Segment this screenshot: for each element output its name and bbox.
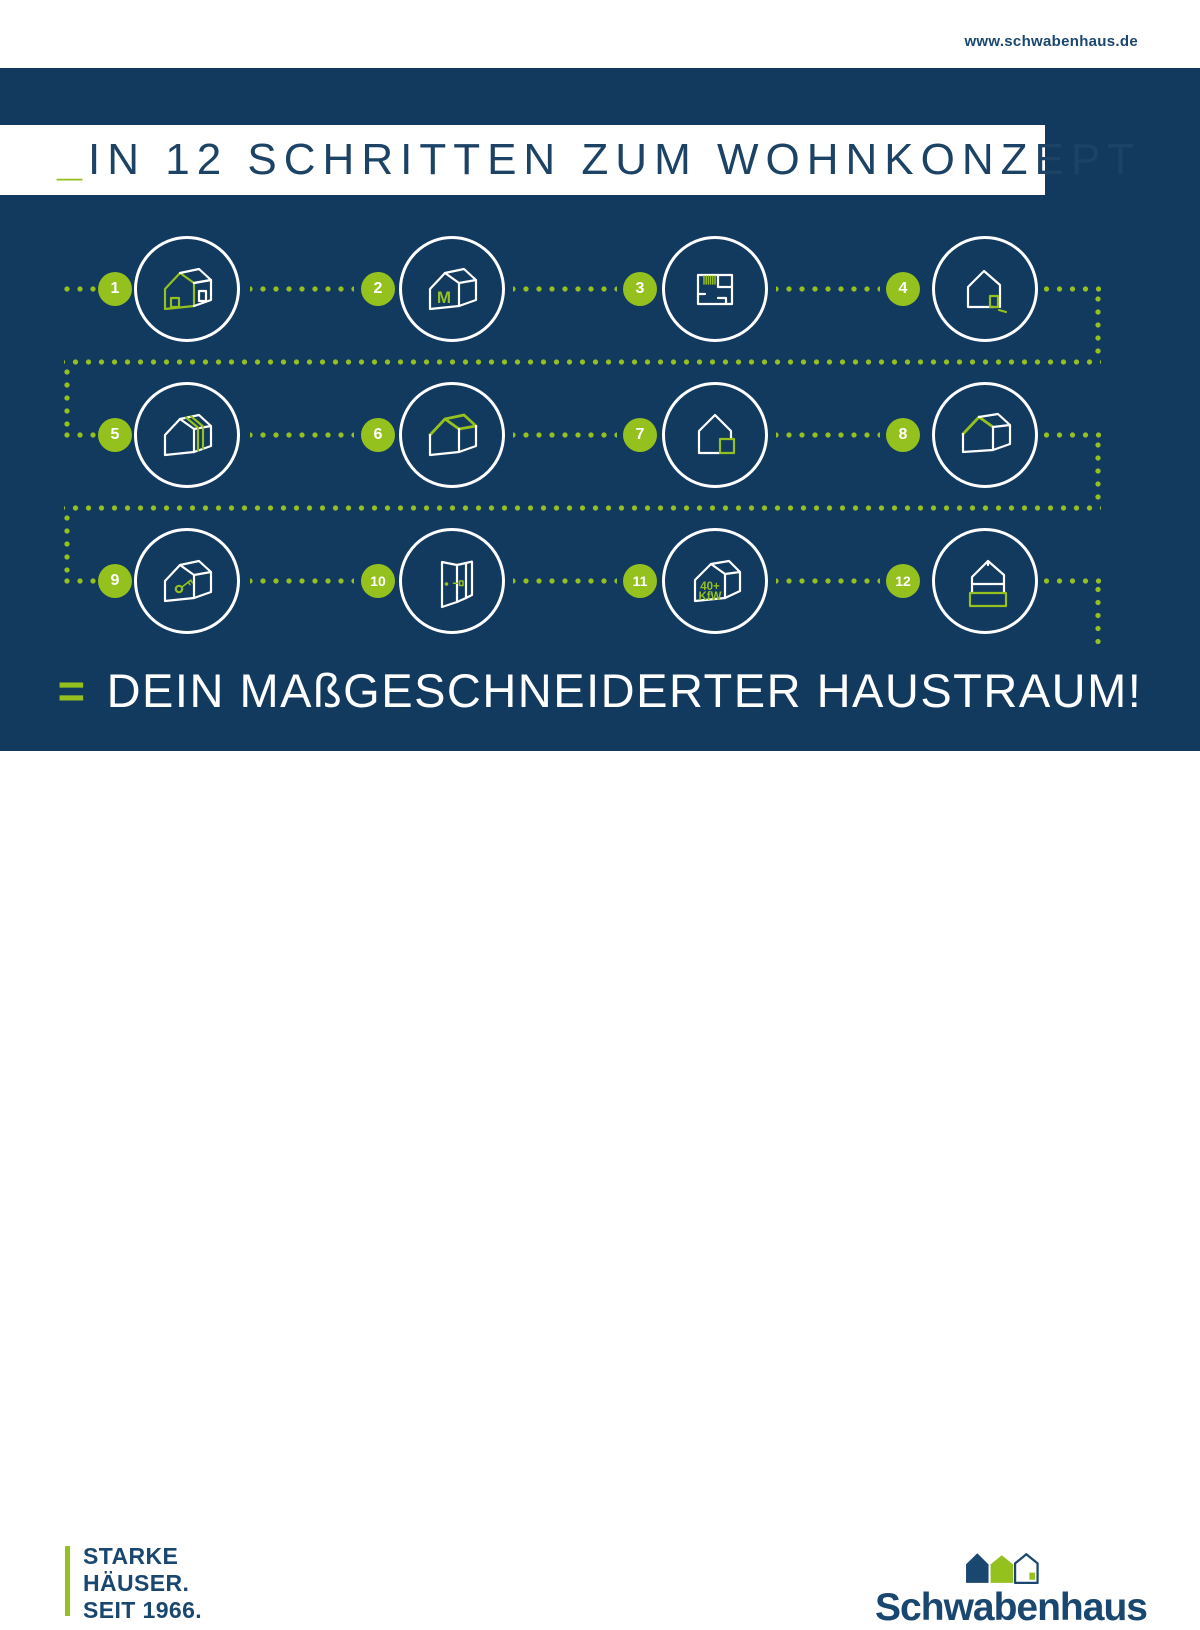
dotted-connector (513, 432, 617, 438)
step-badge-1: 1 (98, 272, 132, 306)
tagline-green-bar (65, 1546, 70, 1616)
dotted-connector (1044, 432, 1101, 438)
step-circle-5 (134, 382, 240, 488)
tagline-line-3: SEIT 1966. (83, 1597, 203, 1623)
footer: STARKE HÄUSER. SEIT 1966. Schwabenhaus (0, 751, 1200, 1629)
tagline-line-2: HÄUSER. (83, 1570, 190, 1596)
schwabenhaus-logo: Schwabenhaus (875, 1550, 1148, 1630)
house-green-roof-icon (428, 413, 478, 457)
dotted-connector (250, 432, 354, 438)
step-circle-11: 40+ KfW (662, 528, 768, 634)
tagline-line-1: STARKE (83, 1543, 179, 1569)
dotted-connector (513, 286, 617, 292)
step-circle-8 (932, 382, 1038, 488)
svg-text:KfW: KfW (699, 591, 722, 603)
step-badge-7: 7 (623, 418, 657, 452)
dotted-connector (513, 578, 617, 584)
house-3d-icon (163, 267, 213, 311)
step-circle-2: M (399, 236, 505, 342)
step-badge-4: 4 (886, 272, 920, 306)
step-circle-3 (662, 236, 768, 342)
house-m-icon: M (428, 267, 478, 311)
dotted-connector (64, 510, 70, 578)
website-url: www.schwabenhaus.de (964, 33, 1138, 50)
dotted-connector (1044, 286, 1101, 292)
step-badge-9: 9 (98, 564, 132, 598)
result-line: = DEIN MAßGESCHNEIDERTER HAUSTRAUM! (0, 663, 1200, 718)
dotted-connector (1044, 578, 1101, 584)
dotted-connector (62, 432, 98, 438)
dotted-connector (64, 364, 70, 432)
house-extension-icon (697, 413, 736, 455)
dotted-connector (1095, 437, 1101, 505)
step-badge-10: 10 (361, 564, 395, 598)
dotted-connector (250, 286, 354, 292)
step-circle-6 (399, 382, 505, 488)
svg-text:M: M (437, 288, 451, 307)
step-circle-4 (932, 236, 1038, 342)
page-title: IN 12 SCHRITTEN ZUM WOHNKONZEPT (88, 135, 1142, 184)
logo-wordmark: Schwabenhaus (875, 1586, 1148, 1629)
floor-plan-icon (696, 273, 734, 306)
dotted-connector (62, 286, 98, 292)
house-kfw-icon: 40+ KfW (693, 559, 742, 603)
house-foundation-icon (968, 559, 1008, 608)
dotted-connector (776, 286, 880, 292)
dotted-connector (62, 578, 98, 584)
equals-sign: = (57, 664, 87, 717)
step-badge-5: 5 (98, 418, 132, 452)
svg-text:40+: 40+ (700, 581, 720, 593)
dotted-connector (776, 432, 880, 438)
step-circle-12 (932, 528, 1038, 634)
house-gable-icon (961, 412, 1012, 454)
top-bar: www.schwabenhaus.de (0, 0, 1200, 68)
dotted-connector (776, 578, 880, 584)
dotted-connector (1095, 583, 1101, 648)
tagline-text: STARKE HÄUSER. SEIT 1966. (83, 1543, 202, 1624)
step-badge-2: 2 (361, 272, 395, 306)
house-door-icon (966, 269, 1008, 314)
dotted-connector (64, 505, 1101, 511)
step-badge-12: 12 (886, 564, 920, 598)
result-text: DEIN MAßGESCHNEIDERTER HAUSTRAUM! (106, 664, 1143, 717)
dotted-connector (1095, 291, 1101, 359)
logo-houses-icon (966, 1553, 1039, 1584)
step-badge-6: 6 (361, 418, 395, 452)
title-banner: _ IN 12 SCHRITTEN ZUM WOHNKONZEPT (0, 125, 1134, 195)
dotted-connector (64, 359, 1101, 365)
step-badge-3: 3 (623, 272, 657, 306)
dotted-connector (250, 578, 354, 584)
title-underscore: _ (57, 134, 83, 185)
house-sections-icon (163, 413, 213, 457)
doors-icon (440, 560, 474, 609)
step-circle-1 (134, 236, 240, 342)
step-badge-11: 11 (623, 564, 657, 598)
step-circle-10 (399, 528, 505, 634)
step-circle-7 (662, 382, 768, 488)
tagline-block: STARKE HÄUSER. SEIT 1966. (65, 1543, 202, 1624)
step-circle-9 (134, 528, 240, 634)
step-badge-8: 8 (886, 418, 920, 452)
house-key-icon (163, 559, 213, 603)
